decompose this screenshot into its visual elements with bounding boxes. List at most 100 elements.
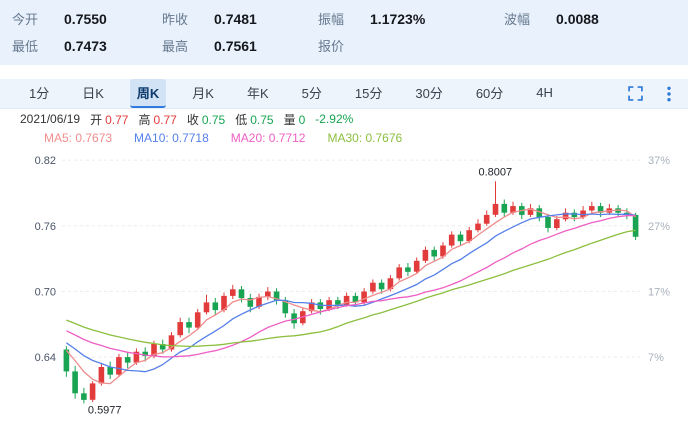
candle-body	[81, 393, 87, 400]
candle-body	[273, 291, 280, 301]
candle-body	[571, 212, 578, 218]
candle-body	[256, 296, 262, 307]
candle-body	[203, 302, 210, 313]
candle-body	[142, 351, 148, 357]
tab-week-k[interactable]: 周K	[129, 79, 167, 108]
ohlc-field-value: 0.77	[105, 112, 129, 127]
candle-body	[133, 351, 140, 363]
candle-body	[63, 349, 70, 372]
candle-body	[580, 210, 586, 218]
candle-body	[326, 300, 332, 309]
candle-body	[107, 367, 113, 375]
ohlc-field-value: 0.75	[250, 112, 274, 127]
candle-body	[238, 289, 245, 299]
candle-body	[483, 214, 490, 224]
ma-legend-label: MA10:	[134, 131, 173, 146]
candle-body	[124, 357, 131, 363]
ma-legend-item: MA20: 0.7712	[231, 131, 306, 145]
tab-15min[interactable]: 15分	[354, 86, 383, 101]
quote-value: 0.7481	[214, 10, 257, 27]
ma-legend-value: 0.7673	[75, 131, 113, 146]
candle-body	[501, 203, 508, 213]
candle-body	[168, 335, 175, 350]
tab-5min[interactable]: 5分	[301, 86, 322, 101]
candle-body	[396, 267, 402, 279]
candle-body	[405, 267, 411, 272]
candle-body	[589, 206, 595, 211]
ma-legend-label: MA5:	[44, 131, 76, 146]
candle-body	[116, 357, 122, 375]
candlestick-chart[interactable]: 0.82 37% 0.76 27% 0.70 17% 0.64 7% 0.8007 0.5977	[0, 147, 688, 425]
y-axis-price-label: 0.64	[35, 352, 56, 364]
candle-body	[72, 371, 78, 394]
more-menu-icon[interactable]	[660, 85, 678, 103]
ma-legend-item: MA30: 0.7676	[327, 131, 402, 145]
candle-body	[89, 383, 96, 400]
candle-body	[440, 245, 446, 257]
ma-legend-value: 0.7712	[268, 131, 306, 146]
candle-body	[159, 344, 166, 350]
period-tab-bar: 1分 日K 周K 月K 年K 5分 15分 30分 60分 4H	[0, 79, 688, 109]
quote-label: 今开	[12, 12, 39, 27]
y-axis-price-label: 0.82	[35, 155, 56, 167]
quote-label: 振幅	[318, 12, 345, 27]
price-annotation: 0.8007	[479, 166, 513, 178]
quote-cell: 振幅 1.1723%	[318, 9, 504, 28]
ma-legend-value: 0.7718	[172, 131, 209, 146]
tab-60min[interactable]: 60分	[475, 86, 504, 101]
y-axis-percent-label: 27%	[648, 221, 670, 233]
candle-body	[387, 278, 394, 290]
ohlc-field-value: 0	[298, 112, 306, 127]
ma-legend-label: MA20:	[230, 131, 269, 146]
ma-legend-item: MA10: 0.7718	[134, 131, 209, 145]
ma-legend-value: 0.7676	[365, 131, 403, 146]
candle-body	[378, 282, 385, 290]
candle-body	[370, 282, 376, 292]
ohlc-field: 高 0.77	[138, 111, 176, 128]
fullscreen-icon[interactable]	[626, 85, 644, 103]
candle-body	[527, 208, 534, 215]
tab-day-k[interactable]: 日K	[82, 86, 104, 101]
quote-value: 0.7473	[64, 37, 107, 54]
ohlc-field: 收 0.75	[187, 111, 225, 128]
ohlc-field-label: 量	[283, 112, 296, 127]
candle-body	[352, 295, 359, 303]
tab-month-k[interactable]: 月K	[192, 86, 214, 101]
quote-row: 今开 0.7550 昨收 0.7481 振幅 1.1723% 波幅 0.0088	[12, 5, 676, 32]
tab-4h[interactable]: 4H	[536, 85, 553, 100]
quote-cell: 今开 0.7550	[12, 9, 162, 28]
candle-body	[510, 206, 516, 213]
quote-value: 1.1723%	[370, 10, 426, 27]
quote-label: 昨收	[162, 12, 189, 27]
candle-body	[98, 367, 105, 384]
tab-30min[interactable]: 30分	[415, 86, 443, 101]
candle-body	[194, 312, 201, 328]
candle-body	[221, 295, 227, 311]
tab-year-k[interactable]: 年K	[246, 86, 269, 101]
candle-body	[536, 208, 543, 218]
ohlc-field-label: 低	[235, 112, 248, 127]
candle-body	[431, 249, 437, 257]
candle-body	[308, 302, 315, 312]
candle-body	[343, 295, 350, 305]
ohlc-field-label: 收	[186, 112, 199, 127]
candle-body	[186, 322, 192, 328]
ma-legend-label: MA30:	[327, 131, 366, 146]
candle-body	[361, 291, 367, 303]
candle-body	[562, 212, 569, 220]
quote-cell: 昨收 0.7481	[162, 9, 318, 28]
quote-label: 报价	[318, 39, 345, 54]
y-axis-price-label: 0.70	[35, 286, 56, 298]
quote-cell: 最高 0.7561	[162, 36, 318, 55]
ohlc-field-value: 0.77	[153, 112, 177, 127]
candle-change-percent: -2.92%	[315, 112, 354, 127]
candle-body	[554, 219, 560, 228]
ohlc-field: 开 0.77	[90, 111, 128, 128]
ohlc-field: 低 0.75	[235, 111, 273, 128]
tab-1min[interactable]: 1分	[29, 86, 50, 101]
candle-body	[466, 230, 472, 242]
candle-body	[422, 249, 429, 261]
price-annotation: 0.5977	[88, 404, 122, 416]
y-axis-price-label: 0.76	[35, 221, 56, 233]
